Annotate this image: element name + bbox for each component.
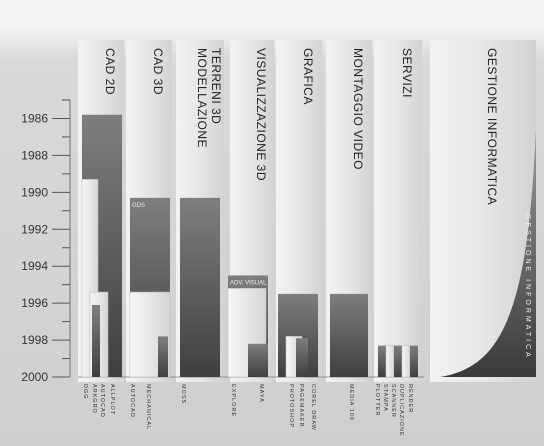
bar-montaggio-video-media-100-14 <box>330 293 368 377</box>
category-label-cad-2d: CAD 2D <box>103 48 117 95</box>
category-label-grafica: GRAFICA <box>301 48 315 105</box>
category-label-modellazione-terreni-3d-0: MODELLAZIONE <box>195 48 209 148</box>
tool-label-moss-6: MOSS <box>180 384 186 404</box>
y-tick-label-1992: 1992 <box>21 222 48 236</box>
bar-servizi-stampa-16 <box>385 345 395 378</box>
category-label-cad-3d: CAD 3D <box>151 48 165 95</box>
tool-label-stampa-14: STAMPA <box>382 384 388 412</box>
tool-label-scanner-15: SCANNER <box>390 384 396 418</box>
tool-label-dgg-0: DGG <box>82 384 88 400</box>
tool-label-maya-8: MAYA <box>258 384 264 403</box>
bar-servizi-scanner-17 <box>394 345 402 377</box>
bar-servizi-render-19 <box>410 345 418 377</box>
tool-label-photoshop-9: PHOTOSHOP <box>288 384 294 428</box>
y-tick-label-1996: 1996 <box>21 296 48 310</box>
bar-servizi-duplicazione-18 <box>401 345 411 378</box>
area-label: GESTIONE INFORMATICA <box>524 214 531 360</box>
tool-label-corel-draw-11: COREL DRAW <box>310 384 316 431</box>
tool-label-media-100-12: MEDIA 100 <box>348 384 354 421</box>
category-label-servizi: SERVIZI <box>400 48 414 98</box>
bar-grafica-corel-draw-13 <box>296 338 308 377</box>
bar-cad-3d-mechanical-6 <box>158 336 168 377</box>
tool-label-arkgro-1: ARKGRO <box>91 384 97 414</box>
y-tick-label-2000: 2000 <box>21 370 48 384</box>
tool-label-plotter-13: PLOTTER <box>374 384 380 416</box>
y-tick-label-1990: 1990 <box>21 185 48 199</box>
bar-label-adv-visual: ADV. VISUAL <box>230 280 267 286</box>
band-servizi <box>374 40 422 382</box>
tool-label-render-17: RENDER <box>407 384 413 413</box>
category-label-modellazione-terreni-3d-1: TERRENI 3D <box>209 48 223 124</box>
area-gestione-informatica <box>440 127 536 377</box>
tool-label-explore-7: EXPLORE <box>230 384 236 417</box>
bar-label-gds: GDS <box>132 203 145 209</box>
category-label-montaggio-video: MONTAGGIO VIDEO <box>351 48 365 170</box>
y-tick-label-1998: 1998 <box>21 333 48 347</box>
tool-label-mechanical-5: MECHANICAL <box>145 384 151 430</box>
tool-label-allplot-3: ALLPLOT <box>109 384 115 415</box>
category-label-gestione-informatica: GESTIONE INFORMATICA <box>485 48 499 205</box>
bar-visualizzazione-3d-maya-10 <box>248 343 268 377</box>
tool-label-duplicazione-16: DUPLICAZIONE <box>398 384 404 437</box>
bar-modellazione-terreni-3d-moss-7 <box>180 197 220 377</box>
tool-label-autocad-2: AUTOCAD <box>99 384 105 418</box>
y-tick-label-1986: 1986 <box>21 111 48 125</box>
y-tick-label-1988: 1988 <box>21 148 48 162</box>
tool-label-autocad-4: AUTOCAD <box>129 384 135 418</box>
bar-cad-2d-allplot-3 <box>92 304 100 377</box>
y-tick-label-1994: 1994 <box>21 259 48 273</box>
category-label-visualizzazione-3d: VISUALIZZAZIONE 3D <box>254 48 268 181</box>
tool-label-pagemaker-10: PAGEMAKER <box>298 384 304 427</box>
bar-servizi-plotter-15 <box>378 345 386 377</box>
